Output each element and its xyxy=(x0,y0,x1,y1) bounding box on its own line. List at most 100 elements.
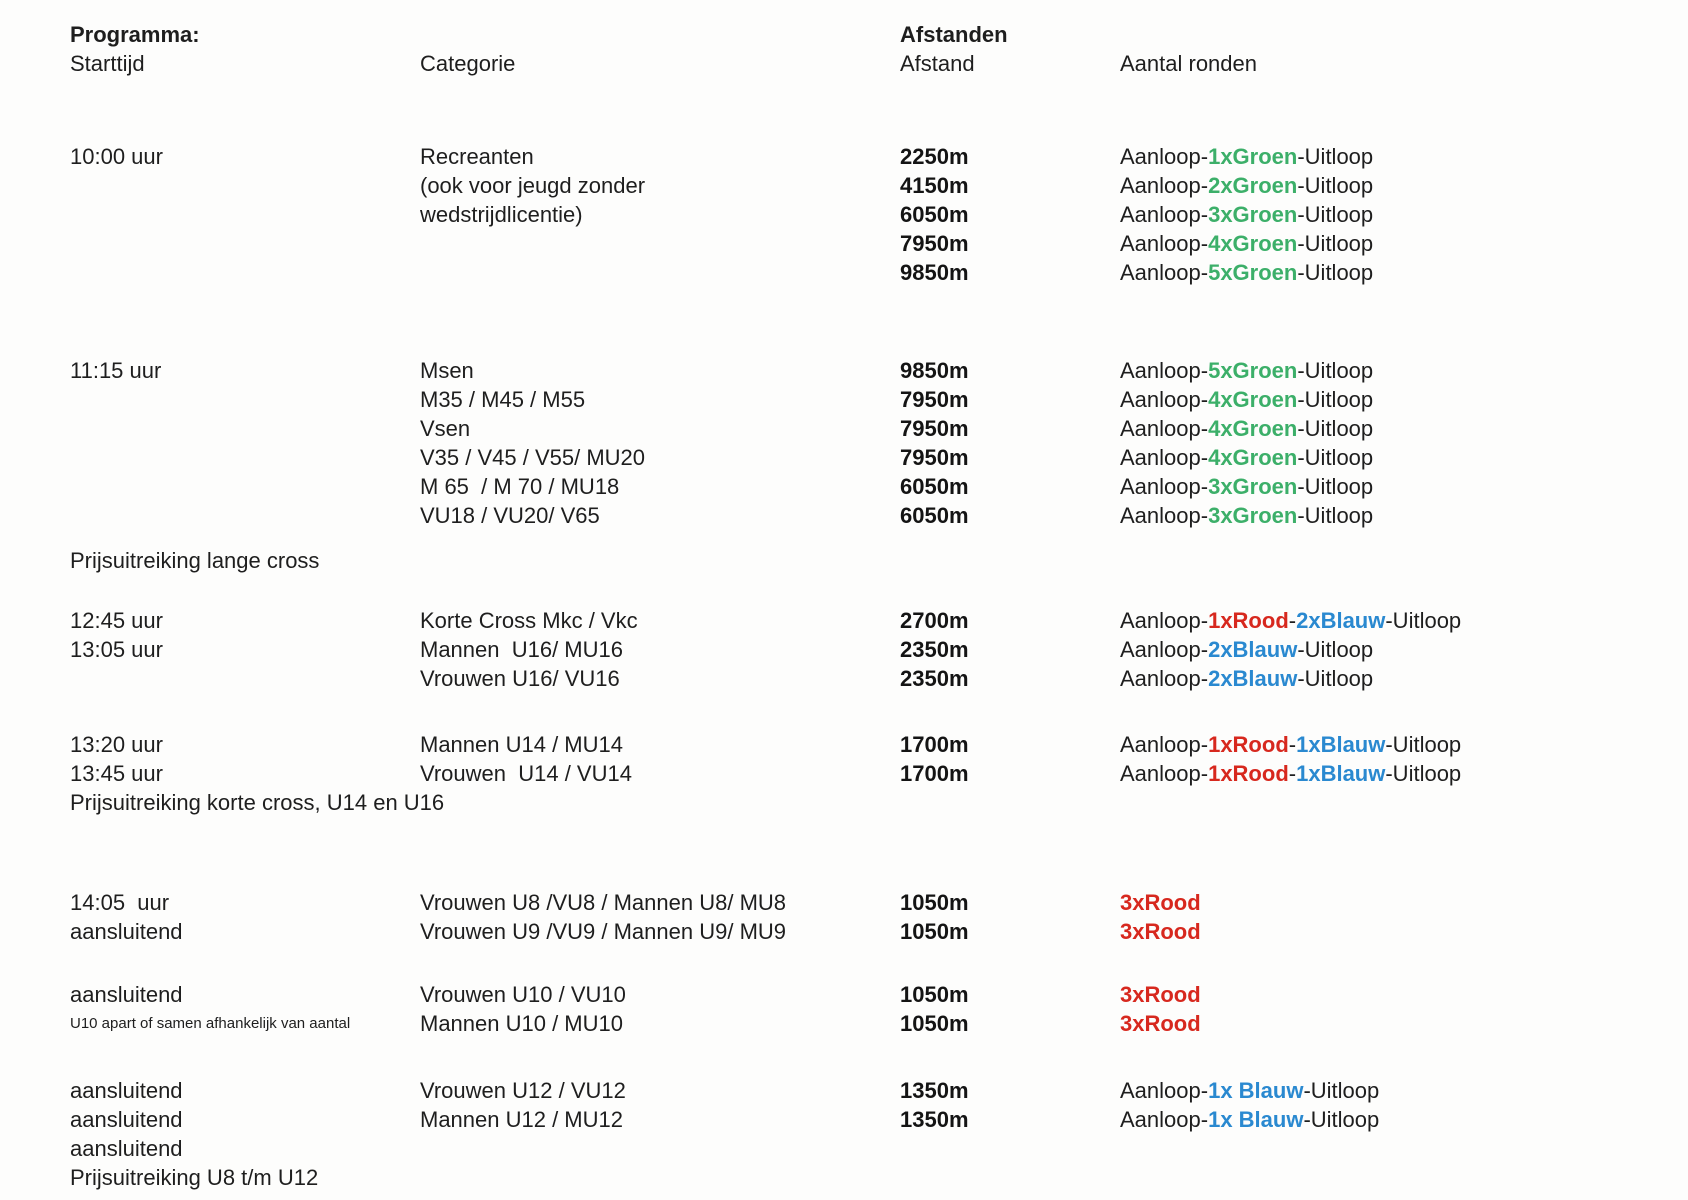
category-cell: Vrouwen U8 /VU8 / Mannen U8/ MU8 xyxy=(420,890,787,915)
schedule-block: 11:15 uur Msen 9850m Aanloop-5xGroen-Uitloo… xyxy=(70,356,1658,575)
rounds-segment: -Uitloop xyxy=(1297,260,1374,285)
rounds-cell: Aanloop-4xGroen-Uitloop xyxy=(1120,443,1658,472)
rounds-cell: Aanloop-2xGroen-Uitloop xyxy=(1120,171,1658,200)
schedule-row: aansluitend Mannen U12 / MU12 1350m Aanloop… xyxy=(70,1105,1658,1134)
rounds-cell: Aanloop-4xGroen-Uitloop xyxy=(1120,414,1658,443)
rounds-segment: Aanloop- xyxy=(1120,358,1209,383)
rounds-cell: Aanloop-2xBlauw-Uitloop xyxy=(1120,664,1658,693)
distance-cell: 7950m xyxy=(900,387,969,412)
start-time-cell xyxy=(70,229,420,258)
schedule-body: 10:00 uur Recreanten 2250m Aanloop-1xGroen-… xyxy=(70,142,1658,1192)
start-time-cell: aansluitend xyxy=(70,1107,183,1132)
distance-cell: 1050m xyxy=(900,982,969,1007)
distance-cell: 2350m xyxy=(900,637,969,662)
rounds-segment: -Uitloop xyxy=(1297,474,1374,499)
distance-cell: 6050m xyxy=(900,474,969,499)
rounds-cell: Aanloop-5xGroen-Uitloop xyxy=(1120,356,1658,385)
category-cell: Mannen U14 / MU14 xyxy=(420,732,623,757)
rounds-cell: 3xRood xyxy=(1120,917,1658,946)
document-title-row: Programma: Afstanden xyxy=(70,20,1658,49)
rounds-segment: Aanloop- xyxy=(1120,260,1209,285)
start-time-cell: 14:05 uur xyxy=(70,890,170,915)
rounds-segment: -Uitloop xyxy=(1297,387,1374,412)
distance-cell: 1350m xyxy=(900,1107,969,1132)
aantal-ronden-column-header: Aantal ronden xyxy=(1120,51,1257,76)
rounds-segment: -Uitloop xyxy=(1297,144,1374,169)
schedule-row: 13:05 uur Mannen U16/ MU16 2350m Aanloop-2x… xyxy=(70,635,1658,664)
distance-cell: 7950m xyxy=(900,231,969,256)
start-time-cell: 13:20 uur xyxy=(70,732,163,757)
rounds-cell xyxy=(1120,1134,1658,1163)
rounds-segment: 4xGroen xyxy=(1208,416,1298,441)
start-time-cell: 10:00 uur xyxy=(70,144,163,169)
rounds-segment: Aanloop- xyxy=(1120,1107,1209,1132)
schedule-row: 11:15 uur Msen 9850m Aanloop-5xGroen-Uitloo… xyxy=(70,356,1658,385)
category-cell: V35 / V45 / V55/ MU20 xyxy=(420,445,646,470)
rounds-segment: 3xRood xyxy=(1120,919,1201,944)
rounds-segment: 1xRood xyxy=(1208,732,1289,757)
rounds-segment: -Uitloop xyxy=(1297,637,1374,662)
category-cell: Mannen U10 / MU10 xyxy=(420,1011,623,1036)
rounds-segment: 3xRood xyxy=(1120,890,1201,915)
schedule-row: wedstrijdlicentie) 6050m Aanloop-3xGroen-U… xyxy=(70,200,1658,229)
prize-ceremony-line: Prijsuitreiking korte cross, U14 en U16 xyxy=(70,790,445,815)
category-cell: (ook voor jeugd zonder xyxy=(420,173,646,198)
schedule-row: U10 apart of samen afhankelijk van aanta… xyxy=(70,1009,1658,1038)
rounds-cell: Aanloop-1xGroen-Uitloop xyxy=(1120,142,1658,171)
start-time-cell: aansluitend xyxy=(70,919,183,944)
schedule-row: 7950m Aanloop-4xGroen-Uitloop xyxy=(70,229,1658,258)
rounds-segment: Aanloop- xyxy=(1120,1078,1209,1103)
rounds-segment: Aanloop- xyxy=(1120,144,1209,169)
schedule-row: V35 / V45 / V55/ MU20 7950m Aanloop-4xGroe… xyxy=(70,443,1658,472)
distance-cell: 1050m xyxy=(900,919,969,944)
rounds-segment: -Uitloop xyxy=(1297,231,1374,256)
schedule-row: Vsen 7950m Aanloop-4xGroen-Uitloop xyxy=(70,414,1658,443)
schedule-row: 9850m Aanloop-5xGroen-Uitloop xyxy=(70,258,1658,287)
category-cell: Vsen xyxy=(420,416,471,441)
rounds-segment: - xyxy=(1288,608,1297,633)
rounds-segment: Aanloop- xyxy=(1120,173,1209,198)
schedule-row: (ook voor jeugd zonder 4150m Aanloop-2xGro… xyxy=(70,171,1658,200)
rounds-segment: 2xBlauw xyxy=(1208,637,1298,662)
category-cell: Vrouwen U9 /VU9 / Mannen U9/ MU9 xyxy=(420,919,787,944)
rounds-segment: 3xRood xyxy=(1120,1011,1201,1036)
distance-cell: 7950m xyxy=(900,416,969,441)
starttijd-column-header: Starttijd xyxy=(70,51,145,76)
prize-ceremony-line: Prijsuitreiking lange cross xyxy=(70,548,320,573)
rounds-segment: -Uitloop xyxy=(1297,503,1374,528)
rounds-segment: 3xGroen xyxy=(1208,202,1298,227)
rounds-cell: Aanloop-1xRood-1xBlauw-Uitloop xyxy=(1120,730,1658,759)
start-time-cell: 12:45 uur xyxy=(70,608,163,633)
category-cell: Msen xyxy=(420,358,474,383)
category-cell: M 65 / M 70 / MU18 xyxy=(420,474,620,499)
category-cell: wedstrijdlicentie) xyxy=(420,202,583,227)
category-cell: Vrouwen U14 / VU14 xyxy=(420,761,632,786)
schedule-row: aansluitend Vrouwen U12 / VU12 1350m Aanloo… xyxy=(70,1076,1658,1105)
category-cell: Korte Cross Mkc / Vkc xyxy=(420,608,638,633)
schedule-row: 10:00 uur Recreanten 2250m Aanloop-1xGroen-… xyxy=(70,142,1658,171)
schedule-row: 14:05 uur Vrouwen U8 /VU8 / Mannen U8/ MU… xyxy=(70,888,1658,917)
afstanden-heading: Afstanden xyxy=(900,22,1008,47)
rounds-segment: -Uitloop xyxy=(1297,445,1374,470)
rounds-segment: Aanloop- xyxy=(1120,666,1209,691)
rounds-segment: -Uitloop xyxy=(1297,173,1374,198)
category-cell: Mannen U16/ MU16 xyxy=(420,637,623,662)
rounds-segment: 5xGroen xyxy=(1208,358,1298,383)
category-cell: VU18 / VU20/ V65 xyxy=(420,503,600,528)
rounds-segment: Aanloop- xyxy=(1120,416,1209,441)
start-time-cell xyxy=(70,472,420,501)
rounds-cell: Aanloop-1x Blauw-Uitloop xyxy=(1120,1076,1658,1105)
schedule-row: Vrouwen U16/ VU16 2350m Aanloop-2xBlauw-Ui… xyxy=(70,664,1658,693)
start-time-cell: aansluitend xyxy=(70,1078,183,1103)
rounds-segment: 2xGroen xyxy=(1208,173,1298,198)
distance-cell: 6050m xyxy=(900,202,969,227)
rounds-segment: -Uitloop xyxy=(1303,1107,1380,1132)
rounds-segment: 1x Blauw xyxy=(1208,1078,1304,1103)
rounds-cell: Aanloop-3xGroen-Uitloop xyxy=(1120,501,1658,530)
afstand-column-header: Afstand xyxy=(900,51,975,76)
rounds-cell: Aanloop-2xBlauw-Uitloop xyxy=(1120,635,1658,664)
rounds-cell: Aanloop-1xRood-2xBlauw-Uitloop xyxy=(1120,606,1658,635)
rounds-segment: Aanloop- xyxy=(1120,608,1209,633)
start-time-cell xyxy=(70,414,420,443)
start-time-cell xyxy=(70,171,420,200)
